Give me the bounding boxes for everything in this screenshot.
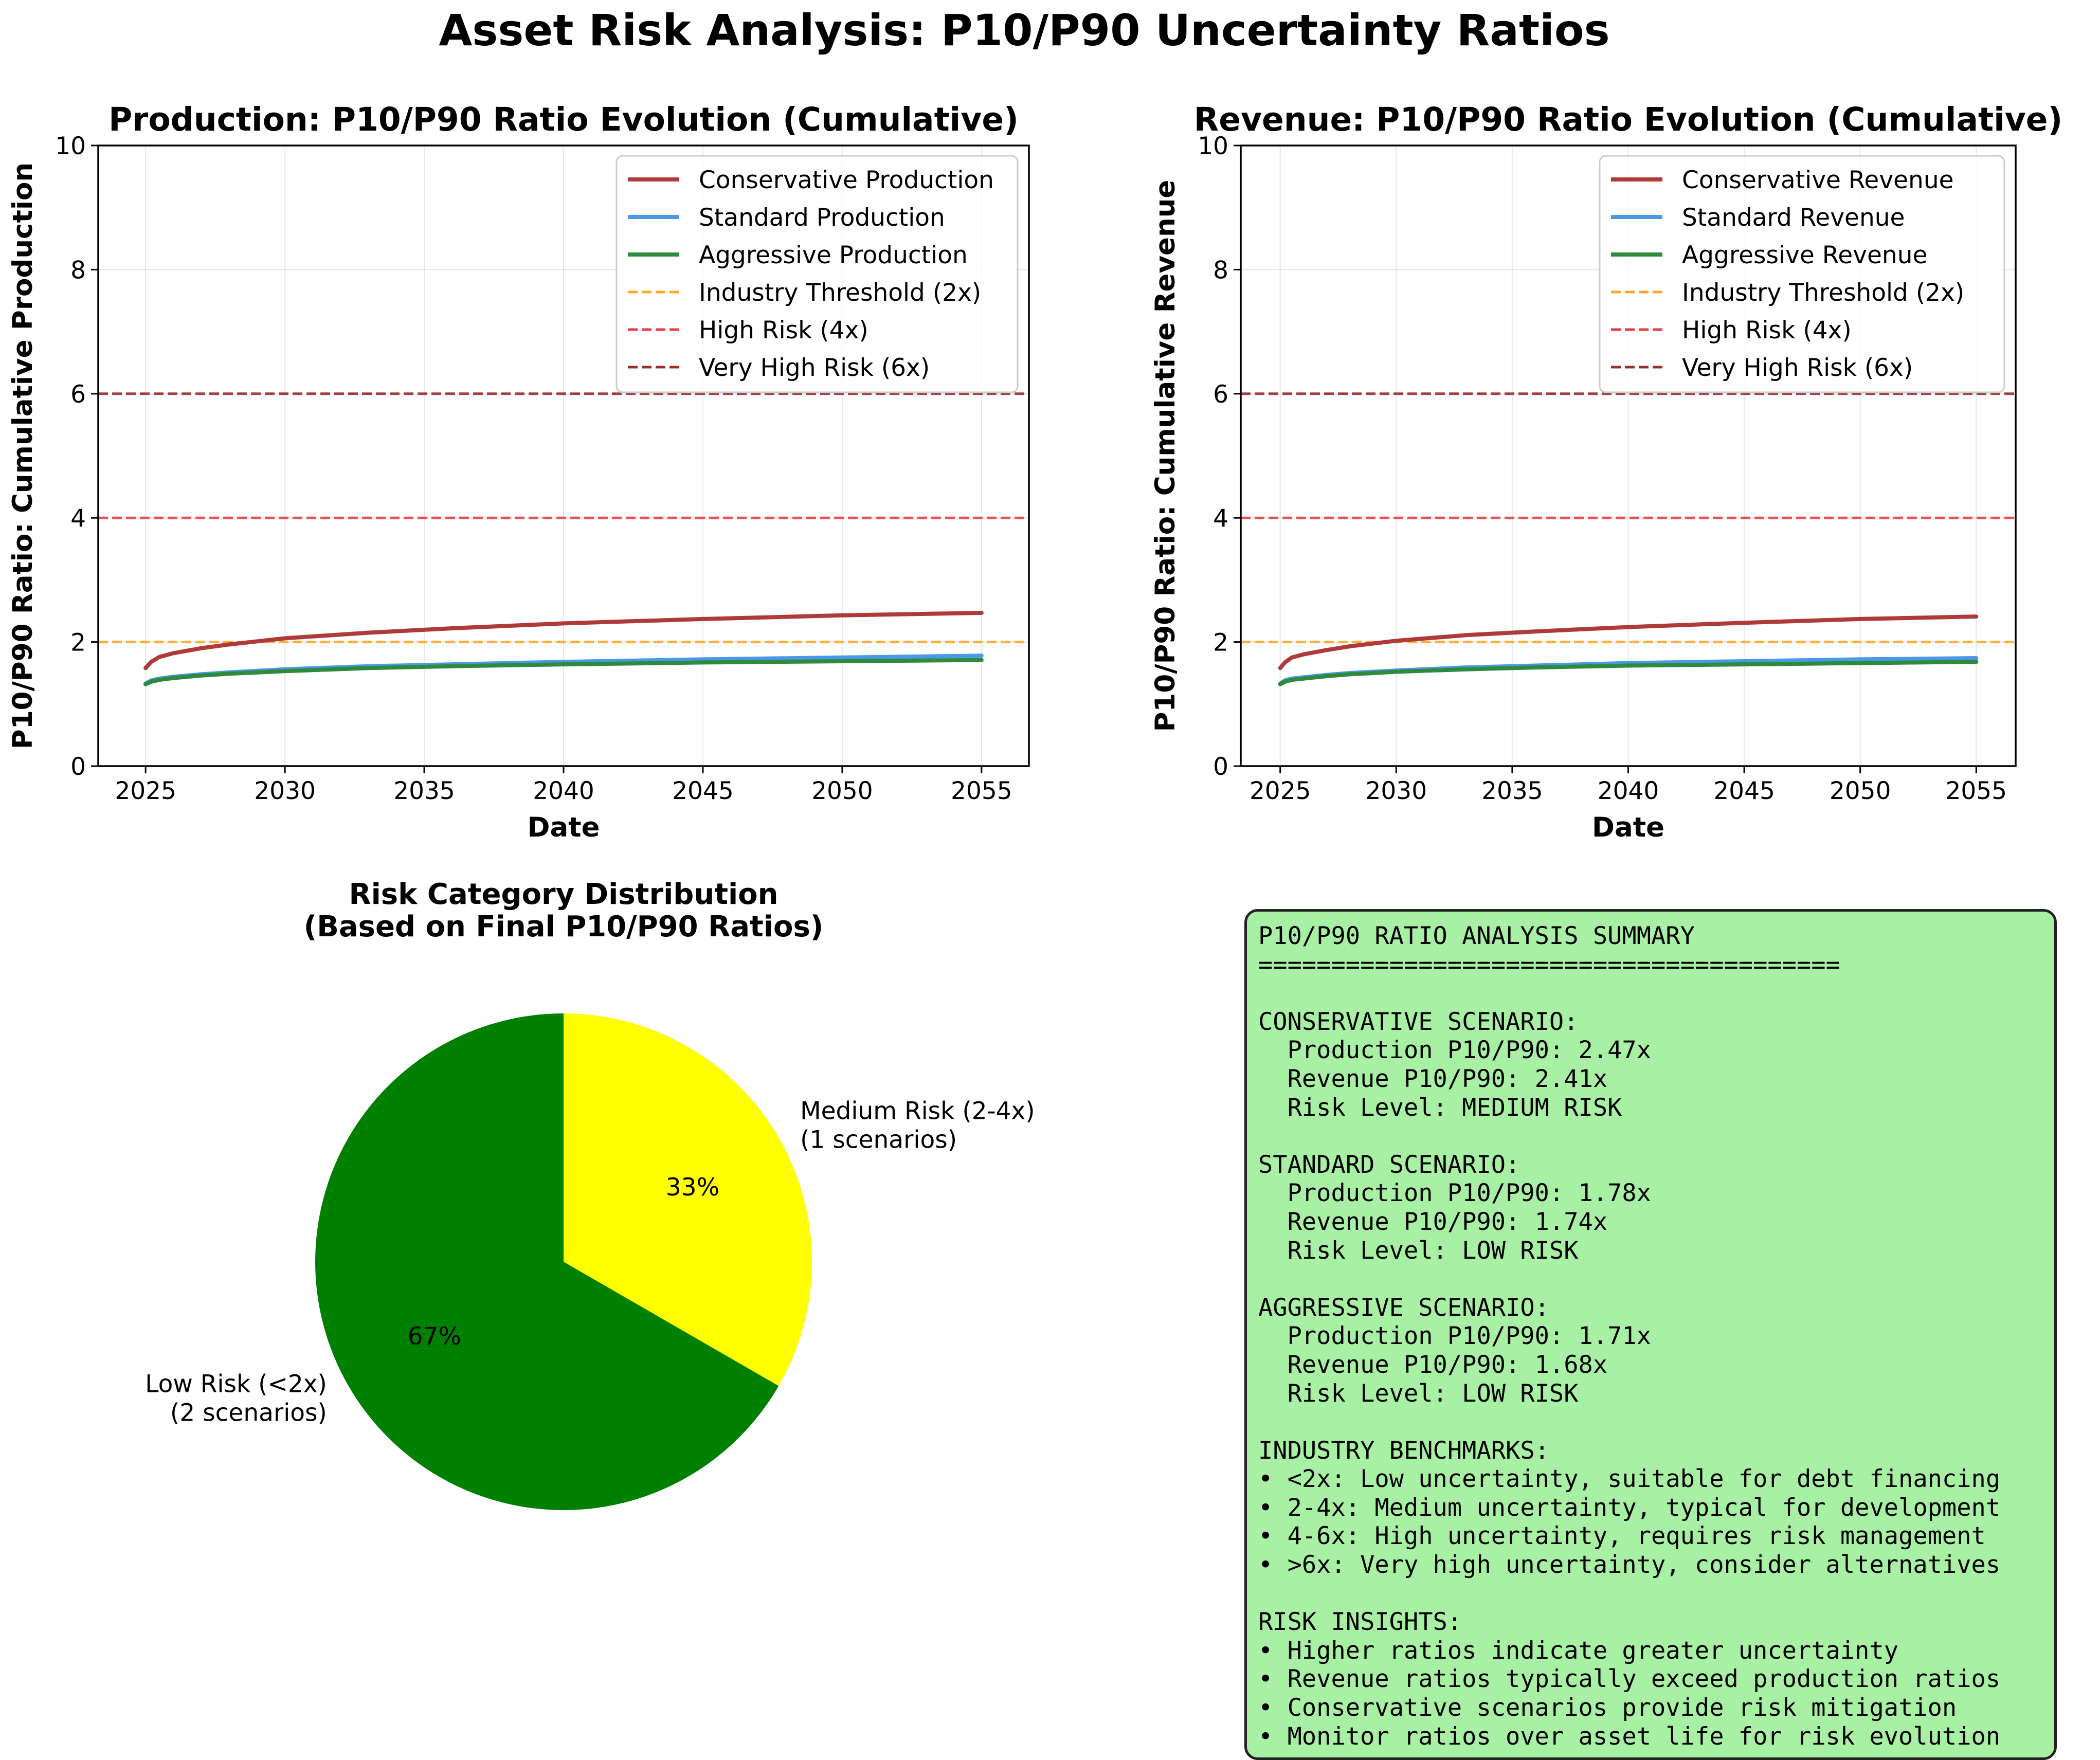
pie-label-0: Medium Risk (2-4x)	[800, 1097, 1035, 1125]
chart0-legend-label-2: Aggressive Production	[699, 241, 968, 269]
chart1-legend-label-0: Conservative Revenue	[1682, 166, 1954, 194]
chart0-legend-box	[615, 155, 1019, 393]
production-ratio-chart: 2025 2030 2035 2040 2045 2050 2055 0 2 4 6 8 10 Produ…	[7, 101, 1030, 843]
chart1-legend-label-3: Industry Threshold (2x)	[1682, 279, 1964, 307]
pie-label-1: Low Risk (<2x)	[145, 1370, 327, 1399]
chart1-xtick-label-4: 2045	[1713, 777, 1775, 805]
chart0-legend-label-4: High Risk (4x)	[699, 316, 868, 344]
chart1-legend-label-4: High Risk (4x)	[1682, 316, 1852, 344]
chart1-ytick-label-3: 6	[1213, 380, 1228, 409]
chart0-ytick-label-0: 0	[70, 753, 86, 781]
chart1-title: Revenue: P10/P90 Ratio Evolution (Cumula…	[1194, 101, 2063, 138]
pie-pct-label-0: 33%	[666, 1173, 719, 1202]
chart1-ytick-label-4: 8	[1213, 256, 1228, 284]
chart1-xtick-label-6: 2055	[1945, 777, 2007, 805]
chart0-xtick-label-4: 2045	[672, 777, 734, 805]
chart1-ytick-label-5: 10	[1198, 132, 1228, 160]
chart0-xtick-label-6: 2055	[951, 777, 1012, 805]
figure-title: Asset Risk Analysis: P10/P90 Uncertainty…	[439, 5, 1609, 56]
chart0-xtick-label-2: 2035	[393, 777, 455, 805]
chart0-ytick-label-5: 10	[55, 132, 86, 160]
chart1-xtick-label-2: 2035	[1481, 777, 1543, 805]
chart0-title: Production: P10/P90 Ratio Evolution (Cum…	[108, 101, 1019, 138]
chart1-ytick-label-0: 0	[1213, 753, 1228, 781]
pie-title-line-0: Risk Category Distribution	[349, 878, 778, 911]
chart1-xtick-label-1: 2030	[1365, 777, 1427, 805]
chart1-xtick-label-3: 2040	[1598, 777, 1659, 805]
chart0-ytick-label-4: 8	[70, 256, 86, 284]
chart1-xlabel: Date	[1592, 812, 1664, 843]
chart1-series-line-0	[1278, 614, 1979, 670]
summary-text: P10/P90 RATIO ANALYSIS SUMMARY =========…	[1258, 922, 2001, 1751]
chart0-ytick-label-3: 6	[70, 380, 86, 409]
pie-pct-label-1: 67%	[408, 1322, 461, 1351]
summary-box: P10/P90 RATIO ANALYSIS SUMMARY =========…	[1244, 909, 2057, 1760]
chart0-series-line-2	[143, 658, 984, 686]
chart1-ytick-label-1: 2	[1213, 629, 1228, 657]
chart1-legend-label-2: Aggressive Revenue	[1682, 241, 1927, 269]
revenue-ratio-chart: 2025 2030 2035 2040 2045 2050 2055 0 2 4 6 8 10Reven…	[1150, 101, 2062, 843]
chart1-ylabel: P10/P90 Ratio: Cumulative Revenue	[1150, 180, 1181, 732]
pie-title-line-1: (Based on Final P10/P90 Ratios)	[304, 910, 824, 943]
chart0-legend-label-0: Conservative Production	[699, 166, 994, 194]
chart1-legend-box	[1599, 155, 2005, 393]
chart0-xtick-label-5: 2050	[811, 777, 873, 805]
chart0-ylabel: P10/P90 Ratio: Cumulative Production	[7, 162, 39, 749]
chart1-series-line-2	[1278, 660, 1979, 686]
chart0-xtick-label-0: 2025	[115, 777, 176, 805]
chart0-legend-label-1: Standard Production	[699, 204, 945, 232]
chart0-legend-label-3: Industry Threshold (2x)	[699, 279, 981, 307]
chart1-legend-label-1: Standard Revenue	[1682, 204, 1905, 232]
chart0-legend-label-5: Very High Risk (6x)	[699, 354, 930, 382]
chart1-xtick-label-5: 2050	[1830, 777, 1891, 805]
chart0-xtick-label-1: 2030	[254, 777, 316, 805]
chart1-legend: Conservative Revenue Standard Revenue Aggr…	[1599, 155, 2005, 393]
pie-slice-0	[564, 1013, 812, 1386]
chart0-xtick-label-3: 2040	[533, 777, 594, 805]
risk-category-pie-chart: Risk Category Distribution(Based on Fina…	[145, 878, 1035, 1510]
pie-sublabel-1: (2 scenarios)	[170, 1399, 327, 1427]
chart0-xlabel: Date	[527, 812, 600, 843]
chart1-ytick-label-2: 4	[1213, 504, 1228, 533]
pie-slice-1	[315, 1013, 779, 1510]
chart0-series-line-0	[143, 610, 984, 670]
chart0-legend: Conservative Production Standard Producti…	[615, 155, 1019, 393]
chart1-xtick-label-0: 2025	[1250, 777, 1311, 805]
chart0-ytick-label-1: 2	[70, 629, 86, 657]
chart1-legend-label-5: Very High Risk (6x)	[1682, 354, 1913, 382]
chart0-ytick-label-2: 4	[70, 504, 86, 533]
pie-sublabel-0: (1 scenarios)	[800, 1126, 957, 1154]
